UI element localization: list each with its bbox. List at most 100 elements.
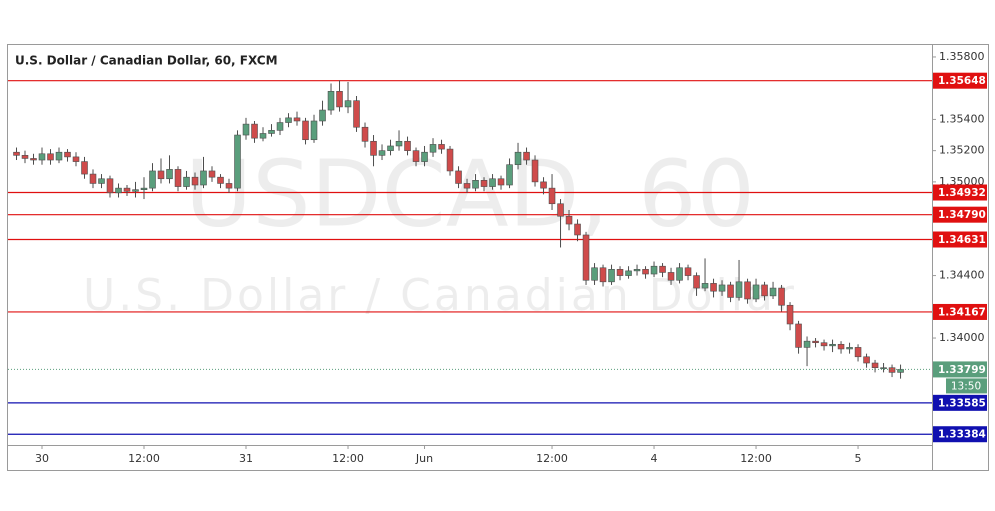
candle-body [446, 148, 454, 172]
candle-body [344, 100, 352, 108]
candle-body [234, 134, 241, 189]
candle-body [599, 267, 607, 283]
candle-body [268, 130, 275, 134]
candle-body [846, 347, 853, 350]
candle-body [140, 187, 148, 190]
candle-body [13, 151, 20, 156]
candle-body [21, 155, 29, 159]
candle-body [455, 170, 462, 184]
candle-body [472, 180, 479, 189]
candle-body [710, 283, 717, 292]
level-label: 1.34631 [938, 234, 986, 246]
candle-body [191, 176, 199, 186]
level-label-box [933, 206, 987, 223]
candle-body [285, 117, 292, 123]
candle-body [200, 170, 207, 186]
candle-body [149, 170, 156, 189]
candle-body [514, 151, 522, 166]
watermark-description: U.S. Dollar / Canadian Dollar [83, 270, 797, 321]
candle-body [378, 150, 386, 156]
candle-body [251, 123, 258, 139]
x-tick-label: 5 [855, 452, 862, 465]
level-label-box [933, 72, 987, 89]
candle-body [319, 109, 326, 122]
candle-body [625, 270, 632, 276]
candle-body [293, 117, 301, 122]
chart-title: U.S. Dollar / Canadian Dollar, 60, FXCM [15, 54, 278, 68]
candle-body [548, 187, 556, 205]
candle-body [429, 144, 437, 153]
candle-body [752, 284, 760, 300]
candle-body [353, 100, 360, 128]
candle-body [837, 343, 845, 350]
last-price-label: 1.33799 [938, 364, 986, 376]
candle-body [812, 340, 819, 344]
countdown-box [946, 378, 987, 394]
candle-body [310, 120, 318, 141]
candle-body [30, 158, 37, 161]
candle-body [786, 304, 794, 325]
candle-body [829, 343, 836, 347]
x-tick-label: Jun [415, 452, 433, 465]
y-tick-label: 1.35200 [939, 144, 985, 157]
candle-body [778, 287, 785, 306]
candle-body [89, 173, 97, 184]
x-tick-label: 12:00 [740, 452, 772, 465]
candle-body [115, 187, 122, 194]
candle-body [676, 267, 683, 281]
candle-body [701, 283, 709, 289]
candle-body [132, 189, 139, 192]
candle-body [225, 183, 233, 189]
candle-body [880, 367, 887, 370]
candle-body [591, 267, 598, 281]
candle-body [667, 272, 675, 281]
candle-body [650, 265, 658, 275]
candle-body [208, 170, 216, 178]
candle-body [693, 275, 700, 289]
candle-body [863, 356, 870, 364]
candle-body [421, 151, 428, 162]
watermark-symbol: USDCAD, 60 [185, 140, 755, 247]
candle-body [38, 153, 46, 161]
candle-body [565, 215, 573, 225]
candle-body [608, 269, 615, 283]
y-tick-label: 1.35400 [939, 112, 985, 125]
candle-body [72, 156, 80, 162]
x-tick-label: 12:00 [128, 452, 160, 465]
candle-body [523, 151, 530, 161]
candle-body [659, 265, 666, 273]
countdown: 13:50 [951, 380, 981, 392]
candle-body [769, 287, 777, 297]
candle-body [897, 369, 904, 373]
candle-body [412, 150, 420, 162]
candle-body [540, 181, 547, 189]
candle-body [820, 342, 828, 347]
x-tick-label: 12:00 [332, 452, 364, 465]
candle-body [47, 153, 54, 161]
candle-body [361, 126, 369, 142]
candle-body [98, 178, 105, 184]
candle-body [727, 284, 734, 298]
candle-body [217, 176, 224, 184]
candle-body [327, 91, 335, 111]
x-tick-label: 30 [35, 452, 49, 465]
candle-body [506, 164, 513, 186]
candle-body [718, 284, 726, 292]
candle-body [404, 140, 411, 151]
level-label: 1.35648 [938, 75, 986, 87]
candle-body [735, 281, 743, 298]
level-label: 1.33384 [938, 429, 986, 441]
frame [7, 44, 989, 471]
level-label: 1.33585 [938, 397, 986, 409]
y-tick-label: 1.34000 [939, 331, 985, 344]
candle-body [616, 269, 624, 276]
candle-body [370, 140, 377, 156]
candle-body [395, 140, 403, 147]
candle-body [480, 180, 488, 187]
candle-body [463, 183, 471, 189]
level-label-box [933, 231, 987, 248]
candle-body [574, 223, 581, 236]
level-label-box [933, 184, 987, 201]
